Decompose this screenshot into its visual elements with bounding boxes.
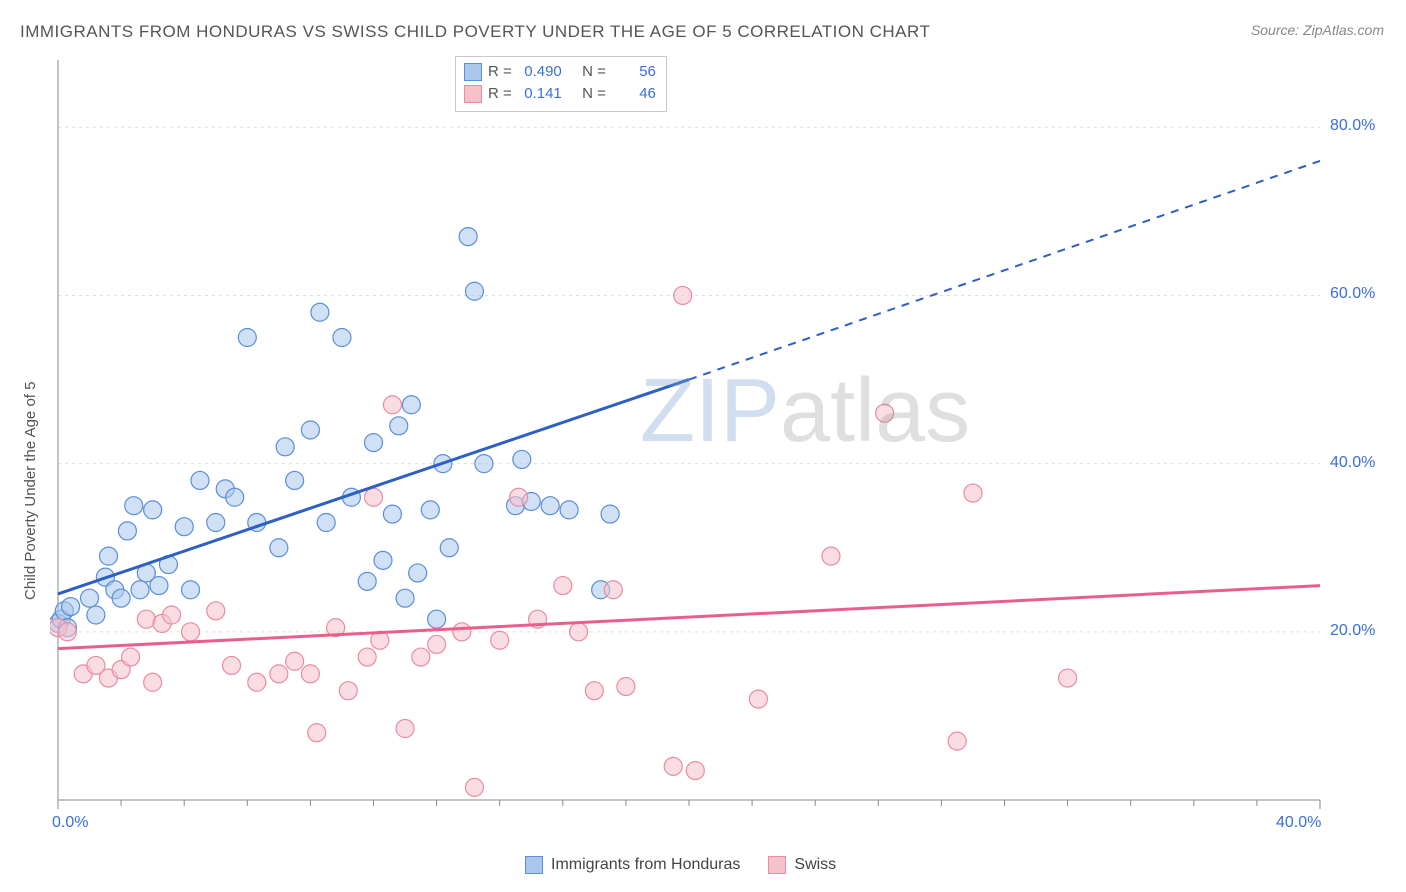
legend-label-swiss: Swiss bbox=[794, 856, 836, 874]
legend-row-honduras: R = 0.490 N = 56 bbox=[464, 61, 656, 83]
r-label: R = bbox=[488, 61, 512, 83]
x-tick-label: 40.0% bbox=[1276, 814, 1321, 832]
y-axis-label: Child Poverty Under the Age of 5 bbox=[22, 382, 39, 600]
r-value-honduras: 0.490 bbox=[518, 61, 562, 83]
chart-title: IMMIGRANTS FROM HONDURAS VS SWISS CHILD … bbox=[20, 22, 930, 42]
legend-row-swiss: R = 0.141 N = 46 bbox=[464, 83, 656, 105]
y-tick-label: 40.0% bbox=[1330, 454, 1375, 472]
y-tick-label: 20.0% bbox=[1330, 622, 1375, 640]
legend-label-honduras: Immigrants from Honduras bbox=[551, 856, 740, 874]
n-label: N = bbox=[582, 61, 606, 83]
source-label: Source: ZipAtlas.com bbox=[1251, 22, 1384, 38]
series-legend: Immigrants from Honduras Swiss bbox=[525, 856, 836, 874]
y-tick-label: 60.0% bbox=[1330, 285, 1375, 303]
legend-item-honduras: Immigrants from Honduras bbox=[525, 856, 740, 874]
r-label: R = bbox=[488, 83, 512, 105]
y-tick-label: 80.0% bbox=[1330, 117, 1375, 135]
swatch-honduras bbox=[464, 63, 482, 81]
n-value-honduras: 56 bbox=[612, 61, 656, 83]
swatch-swiss bbox=[464, 85, 482, 103]
correlation-legend: R = 0.490 N = 56 R = 0.141 N = 46 bbox=[455, 56, 667, 112]
swatch-swiss-icon bbox=[768, 856, 786, 874]
n-label: N = bbox=[582, 83, 606, 105]
legend-item-swiss: Swiss bbox=[768, 856, 836, 874]
r-value-swiss: 0.141 bbox=[518, 83, 562, 105]
swatch-honduras-icon bbox=[525, 856, 543, 874]
scatter-plot bbox=[50, 50, 1380, 830]
x-tick-label: 0.0% bbox=[52, 814, 88, 832]
n-value-swiss: 46 bbox=[612, 83, 656, 105]
